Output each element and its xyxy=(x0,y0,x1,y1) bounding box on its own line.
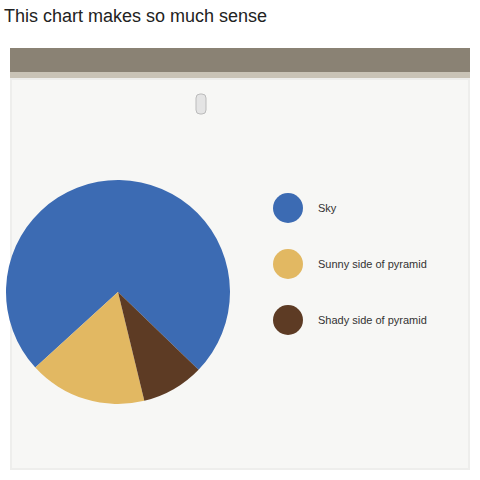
legend-label: Shady side of pyramid xyxy=(318,314,427,326)
legend-item: Shady side of pyramid xyxy=(273,305,427,335)
pin xyxy=(196,94,206,114)
pie-group xyxy=(6,180,230,404)
legend-label: Sky xyxy=(318,202,337,214)
legend-item: Sunny side of pyramid xyxy=(273,249,427,279)
chart-canvas: This chart makes so much sense Sky Sunny s… xyxy=(0,0,480,480)
legend-item: Sky xyxy=(273,193,337,223)
legend-swatch xyxy=(273,193,303,223)
chart-title: This chart makes so much sense xyxy=(4,6,267,26)
pie-slice xyxy=(118,292,199,401)
legend-label: Sunny side of pyramid xyxy=(318,258,427,270)
legend: Sky Sunny side of pyramid Shady side of py… xyxy=(273,193,427,335)
ledge-shadow xyxy=(10,72,470,78)
legend-swatch xyxy=(273,305,303,335)
whiteboard-ledge xyxy=(10,48,470,72)
legend-swatch xyxy=(273,249,303,279)
